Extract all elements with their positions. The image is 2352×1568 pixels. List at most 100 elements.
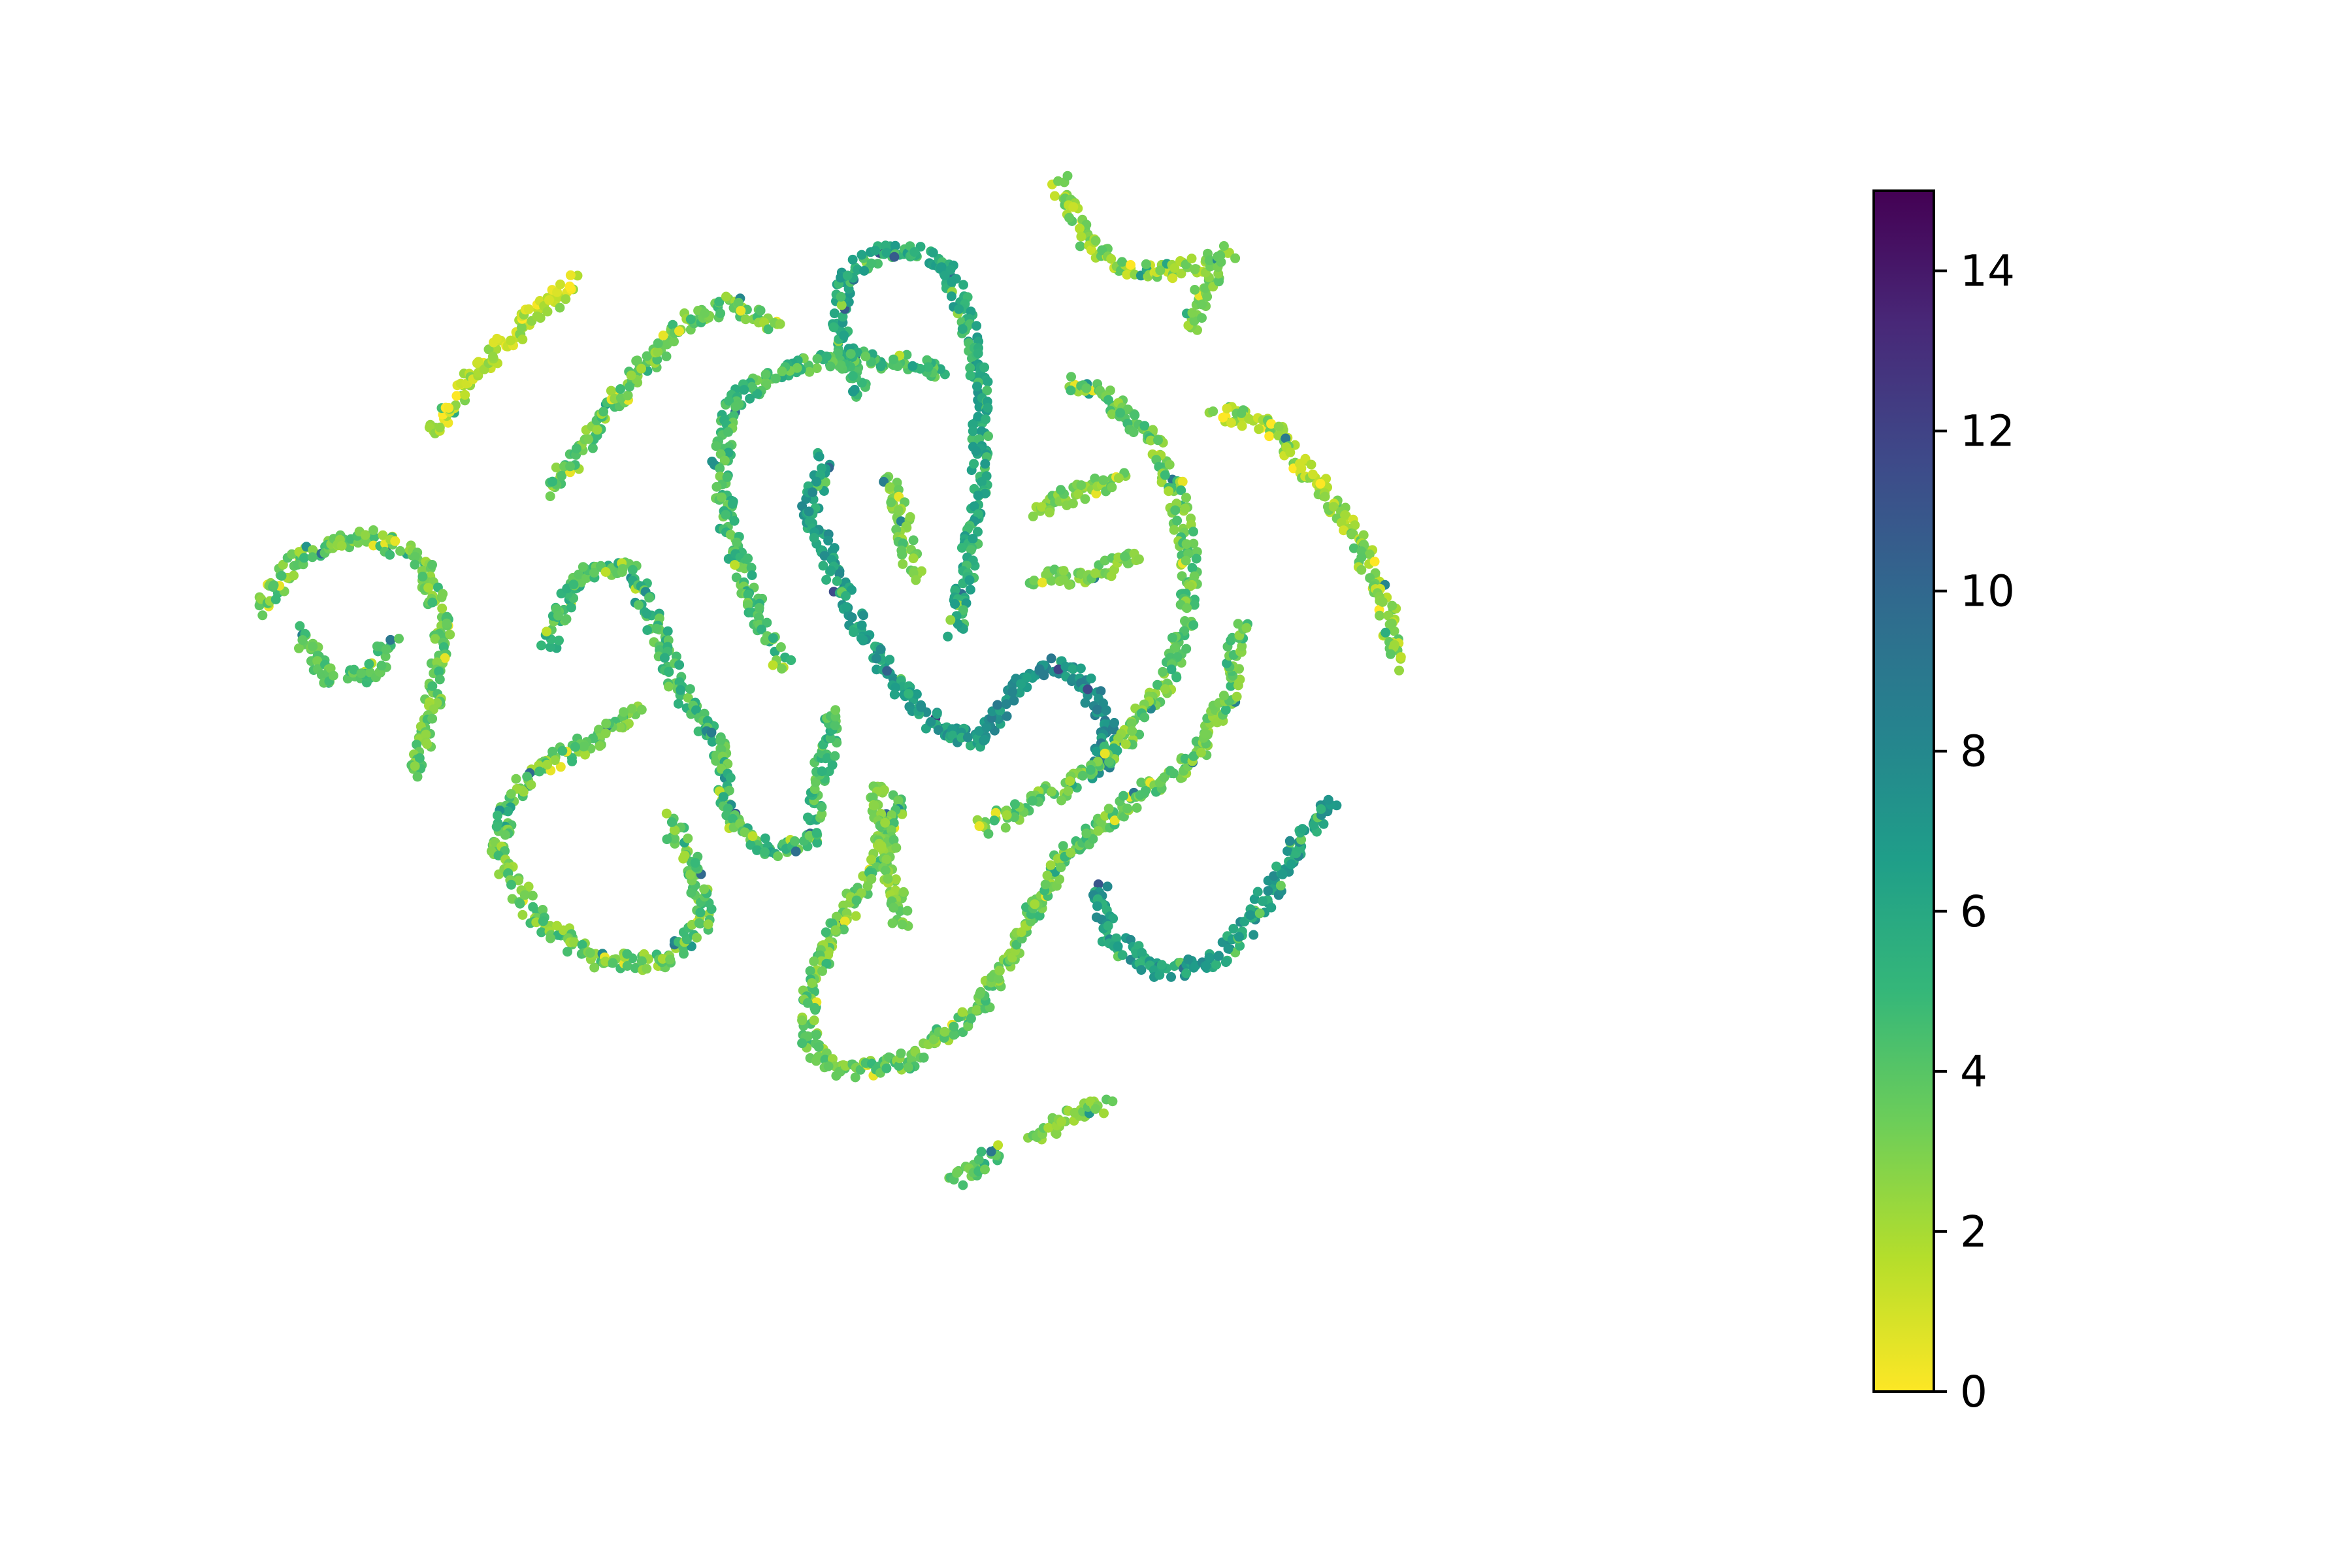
scatter-point (1380, 627, 1391, 638)
colorbar-tick-label: 14 (1960, 246, 2015, 297)
scatter-point (953, 619, 963, 629)
scatter-point (881, 1063, 892, 1073)
scatter-point (1170, 505, 1181, 515)
scatter-point (570, 742, 580, 752)
scatter-point (1197, 313, 1207, 323)
scatter-point (617, 564, 628, 574)
scatter-point (1188, 527, 1198, 537)
scatter-point (821, 927, 831, 938)
colorbar: 0 2 4 6 8 10 12 14 (1872, 189, 2015, 1417)
scatter-point (547, 476, 557, 487)
scatter-point (1042, 870, 1053, 881)
scatter-point (653, 338, 663, 348)
colorbar-ticks: 0 2 4 6 8 10 12 14 (1934, 246, 2015, 1417)
scatter-point (727, 498, 738, 509)
scatter-point (707, 736, 717, 747)
scatter-point (676, 685, 686, 695)
scatter-point (583, 434, 594, 444)
scatter-point (1254, 424, 1264, 434)
scatter-point (1208, 406, 1218, 417)
scatter-point (473, 357, 483, 367)
scatter-point (1037, 578, 1047, 588)
scatter-point (1077, 770, 1088, 781)
scatter-point (506, 335, 516, 346)
scatter-point (699, 884, 710, 894)
scatter-point (1249, 930, 1259, 940)
scatter-point (515, 898, 525, 909)
scatter-point (1306, 459, 1316, 470)
scatter-point (1063, 786, 1073, 796)
scatter-point (434, 422, 445, 433)
scatter-point (1356, 564, 1367, 575)
scatter-point (973, 527, 983, 537)
scatter-point (1176, 485, 1186, 495)
scatter-point (823, 950, 834, 960)
scatter-point (825, 733, 836, 743)
scatter-point (376, 661, 387, 671)
colorbar-tick-label: 12 (1960, 406, 2015, 457)
scatter-point (1056, 485, 1066, 495)
scatter-point (950, 599, 960, 609)
scatter-point (965, 585, 975, 595)
scatter-point (866, 258, 877, 269)
scatter-point (557, 470, 567, 481)
scatter-point (897, 919, 907, 930)
scatter-point (434, 666, 444, 677)
scatter-point (773, 851, 783, 862)
scatter-point (926, 717, 936, 727)
scatter-point (1155, 265, 1166, 276)
scatter-point (1045, 860, 1056, 870)
scatter-point (601, 718, 612, 728)
scatter-point (813, 1042, 824, 1053)
scatter-point (633, 600, 644, 610)
scatter-point (1386, 618, 1397, 629)
scatter-point (566, 602, 576, 613)
scatter-point (869, 800, 879, 811)
scatter-point (1058, 574, 1069, 585)
scatter-point (973, 490, 983, 500)
scatter-point (838, 312, 848, 322)
scatter-point (1076, 231, 1086, 242)
scatter-point (1187, 563, 1198, 573)
scatter-point (754, 603, 764, 613)
scatter-point (791, 846, 801, 857)
scatter-point (1168, 273, 1178, 284)
scatter-point (664, 666, 674, 677)
scatter-point (821, 351, 832, 362)
scatter-point (427, 597, 438, 608)
scatter-point (410, 559, 420, 570)
scatter-point (555, 279, 565, 289)
scatter-point (578, 562, 588, 572)
scatter-point (776, 642, 786, 652)
scatter-point (812, 838, 823, 848)
scatter-point (834, 1066, 845, 1077)
scatter-point (565, 270, 576, 280)
scatter-point (580, 749, 590, 760)
scatter-point (1009, 812, 1019, 823)
scatter-point (966, 1013, 976, 1024)
scatter-point (1220, 705, 1231, 715)
scatter-point (657, 954, 668, 964)
scatter-point (730, 402, 741, 412)
scatter-point (1191, 553, 1201, 564)
scatter-point (565, 461, 576, 472)
scatter-point (752, 845, 762, 855)
scatter-point (571, 444, 581, 454)
scatter-point (847, 585, 857, 595)
scatter-point (731, 572, 742, 583)
scatter-point (1115, 408, 1126, 418)
scatter-point (958, 1180, 968, 1190)
scatter-point (1101, 705, 1111, 715)
scatter-point (1375, 610, 1385, 621)
scatter-point (615, 722, 625, 732)
scatter-point (1275, 881, 1286, 890)
colorbar-tick-label: 4 (1960, 1047, 1987, 1097)
scatter-point (336, 540, 347, 551)
scatter-point (1056, 1117, 1067, 1127)
scatter-point (1092, 704, 1103, 715)
scatter-point (889, 354, 898, 365)
scatter-point (898, 559, 908, 569)
scatter-point (360, 530, 370, 540)
scatter-point (755, 306, 766, 316)
scatter-point (1015, 687, 1025, 698)
